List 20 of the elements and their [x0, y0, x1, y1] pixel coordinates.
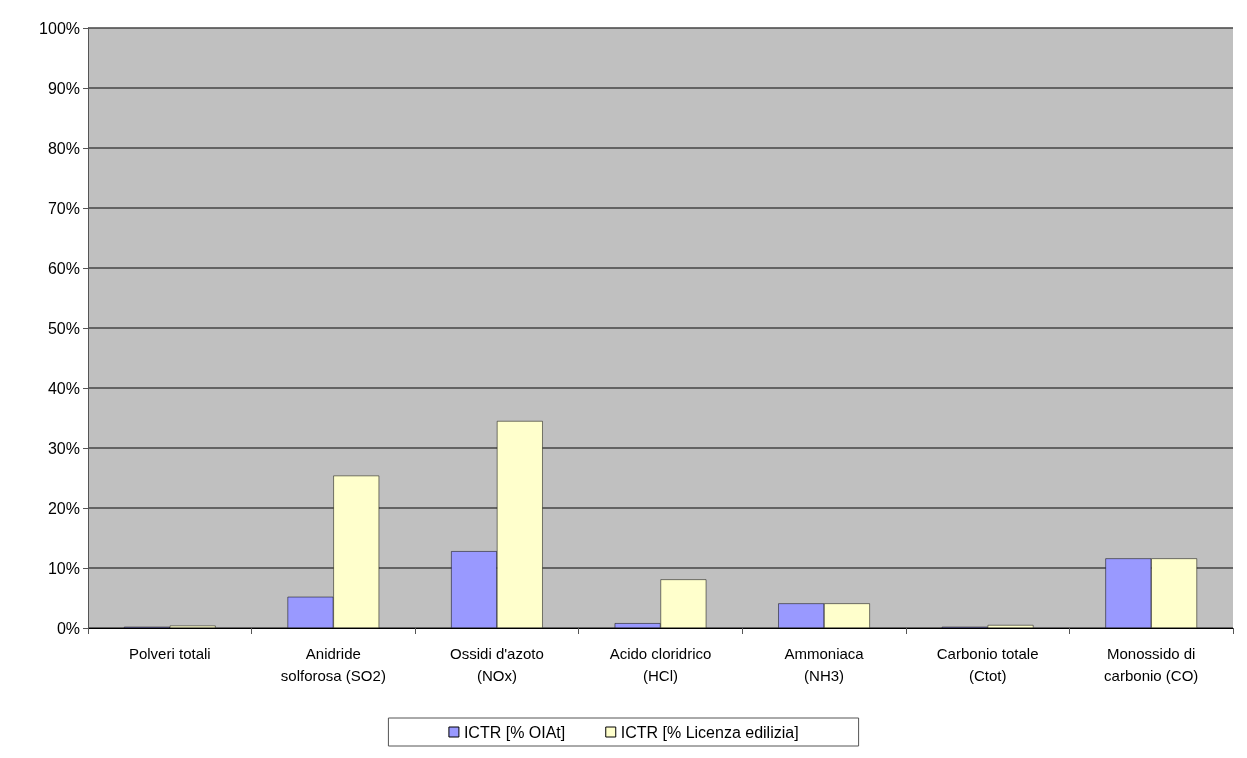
legend-label: ICTR [% OIAt]	[463, 723, 566, 741]
x-tick-label: Ossidi d'azoto (NOx)	[450, 644, 544, 684]
y-tick-label: 80%	[47, 139, 80, 157]
x-tick-label: Ammoniaca (NH3)	[784, 644, 865, 684]
x-tick-label: Anidride solforosa (SO2)	[280, 644, 386, 684]
y-tick-label: 50%	[47, 319, 80, 337]
legend-label: ICTR [% Licenza edilizia]	[620, 723, 799, 741]
y-tick-label: 40%	[47, 379, 80, 397]
x-tick-label: Monossido di carbonio (CO)	[1104, 644, 1199, 684]
y-tick-label: 20%	[47, 499, 80, 517]
x-tick-label: Polveri totali	[128, 644, 211, 662]
y-tick-label: 100%	[39, 19, 80, 37]
y-tick-label: 90%	[47, 79, 80, 97]
x-tick-label: Carbonio totale (Ctot)	[936, 644, 1039, 684]
x-tick-label: Acido cloridrico (HCl)	[609, 644, 712, 684]
y-tick-label: 70%	[47, 199, 80, 217]
y-tick-label: 0%	[56, 619, 80, 637]
y-tick-label: 30%	[47, 439, 80, 457]
y-tick-label: 60%	[47, 259, 80, 277]
y-tick-label: 10%	[47, 559, 80, 577]
